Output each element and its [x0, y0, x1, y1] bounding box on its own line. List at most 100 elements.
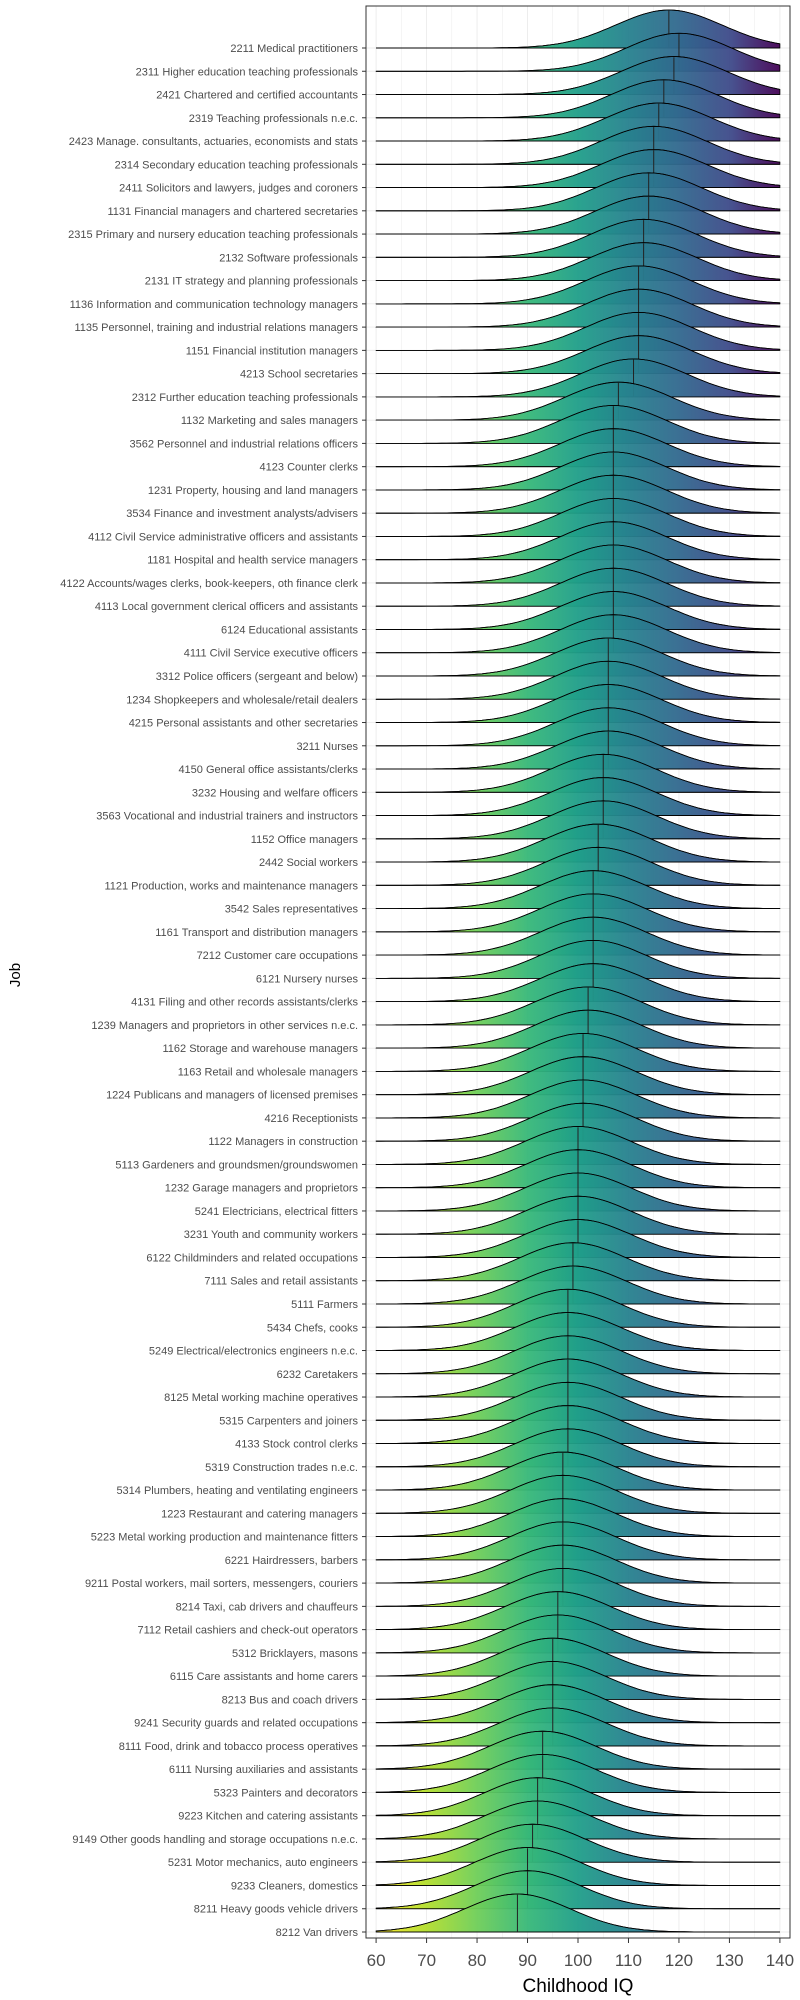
y-tick-label: 5223 Metal working production and mainte…: [91, 1532, 359, 1544]
y-tick-label: 8211 Heavy goods vehicle drivers: [194, 1904, 359, 1916]
ridge-outline: [376, 1265, 780, 1305]
y-tick-label: 4111 Civil Service executive officers: [184, 648, 359, 660]
y-tick-label: 1163 Retail and wholesale managers: [178, 1066, 359, 1078]
y-tick-label: 1135 Personnel, training and industrial …: [74, 322, 358, 334]
y-tick-label: 9241 Security guards and related occupat…: [134, 1718, 358, 1730]
y-tick-label: 7212 Customer care occupations: [197, 950, 359, 962]
ridge-outline: [376, 1242, 780, 1282]
ridge-outline: [376, 1567, 780, 1607]
y-tick-label: 1162 Storage and warehouse managers: [163, 1043, 359, 1055]
ridge-outline: [376, 1102, 780, 1142]
y-tick-label: 4112 Civil Service administrative office…: [88, 531, 358, 543]
y-tick-label: 2421 Chartered and certified accountants: [156, 90, 358, 102]
ridge-outline: [376, 1451, 780, 1491]
y-tick-label: 8111 Food, drink and tobacco process ope…: [119, 1741, 359, 1753]
y-tick-label: 4215 Personal assistants and other secre…: [129, 718, 359, 730]
ridge-outline: [376, 916, 780, 956]
ridge-outline: [376, 1009, 780, 1049]
y-tick-label: 2442 Social workers: [259, 857, 359, 869]
ridge-outline: [376, 1405, 780, 1444]
ridge-outline: [376, 1591, 780, 1630]
ridge-outline: [376, 1521, 780, 1561]
x-tick-label: 140: [766, 1951, 794, 1970]
ridge-outline: [376, 1498, 780, 1537]
x-tick-label: 60: [367, 1951, 386, 1970]
ridge-outline: [376, 939, 780, 979]
y-tick-label: 1239 Managers and proprietors in other s…: [91, 1020, 358, 1032]
y-tick-label: 2315 Primary and nursery education teach…: [68, 229, 358, 241]
y-tick-label: 9223 Kitchen and catering assistants: [178, 1811, 358, 1823]
y-tick-label: 1136 Information and communication techn…: [70, 299, 359, 311]
y-tick-label: 8212 Van drivers: [276, 1927, 359, 1939]
y-tick-label: 1132 Marketing and sales managers: [181, 415, 359, 427]
y-tick-label: 1121 Production, works and maintenance m…: [104, 880, 358, 892]
ridge-outline: [376, 823, 780, 863]
y-tick-label: 1122 Managers in construction: [208, 1136, 358, 1148]
y-tick-label: 5249 Electrical/electronics engineers n.…: [149, 1346, 358, 1358]
ridge-outline: [376, 1149, 780, 1189]
ridge-outline: [376, 1428, 780, 1468]
y-tick-label: 3563 Vocational and industrial trainers …: [96, 811, 358, 823]
ridge-outline: [376, 1172, 780, 1212]
y-tick-label: 5315 Carpenters and joiners: [219, 1415, 358, 1427]
y-tick-label: 9233 Cleaners, domestics: [231, 1880, 359, 1892]
y-tick-label: 6122 Childminders and related occupation…: [146, 1252, 358, 1264]
y-tick-label: 8125 Metal working machine operatives: [164, 1392, 358, 1404]
y-tick-label: 4113 Local government clerical officers …: [95, 601, 359, 613]
y-tick-label: 3534 Finance and investment analysts/adv…: [126, 508, 358, 520]
ridge-outline: [376, 963, 780, 1002]
y-tick-label: 4131 Filing and other records assistants…: [131, 997, 358, 1009]
y-tick-label: 4213 School secretaries: [240, 369, 359, 381]
y-tick-label: 8214 Taxi, cab drivers and chauffeurs: [176, 1601, 359, 1613]
x-tick-label: 120: [665, 1951, 693, 1970]
ridge-outline: [376, 893, 780, 933]
y-tick-label: 1161 Transport and distribution managers: [155, 927, 358, 939]
y-tick-label: 2411 Solicitors and lawyers, judges and …: [119, 183, 358, 195]
x-tick-label: 70: [417, 1951, 436, 1970]
ridge-outline: [376, 1544, 780, 1584]
y-tick-label: 1152 Office managers: [251, 834, 359, 846]
x-tick-label: 80: [468, 1951, 487, 1970]
ridge-outline: [376, 1312, 780, 1351]
y-tick-label: 3312 Police officers (sergeant and below…: [156, 671, 358, 683]
ridge-outline: [376, 1195, 780, 1235]
y-tick-label: 6115 Care assistants and home carers: [170, 1671, 359, 1683]
y-tick-label: 6221 Hairdressers, barbers: [225, 1555, 359, 1567]
y-tick-label: 5323 Painters and decorators: [214, 1787, 359, 1799]
y-tick-label: 6121 Nursery nurses: [256, 973, 359, 985]
y-tick-label: 4122 Accounts/wages clerks, book-keepers…: [60, 578, 358, 590]
x-tick-label: 100: [564, 1951, 592, 1970]
y-tick-label: 4133 Stock control clerks: [235, 1439, 358, 1451]
ridge-outline: [376, 1056, 780, 1095]
ridge-outline: [376, 1381, 780, 1421]
ridge-outline: [376, 1335, 780, 1375]
y-tick-label: 6111 Nursing auxiliaries and assistants: [169, 1764, 359, 1776]
y-tick-label: 5113 Gardeners and groundsmen/groundswom…: [115, 1159, 358, 1171]
ridges: [374, 9, 781, 1933]
y-tick-label: 5434 Chefs, cooks: [267, 1322, 359, 1334]
ridge-outline: [376, 1358, 780, 1398]
y-tick-label: 4123 Counter clerks: [260, 462, 359, 474]
y-tick-label: 2423 Manage. consultants, actuaries, eco…: [69, 136, 359, 148]
x-axis-title: Childhood IQ: [523, 1976, 634, 1997]
x-tick-label: 90: [518, 1951, 537, 1970]
y-tick-label: 1131 Financial managers and chartered se…: [108, 206, 359, 218]
y-tick-label: 2132 Software professionals: [219, 252, 358, 264]
y-tick-label: 5314 Plumbers, heating and ventilating e…: [116, 1485, 358, 1497]
y-tick-label: 2319 Teaching professionals n.e.c.: [189, 113, 358, 125]
ridge-outline: [376, 800, 780, 840]
ridge-outline: [376, 1032, 780, 1072]
y-tick-label: 1234 Shopkeepers and wholesale/retail de…: [126, 694, 358, 706]
ridge-outline: [376, 1219, 780, 1258]
x-tick-label: 110: [615, 1951, 642, 1970]
y-axis-title: Job: [7, 963, 24, 987]
x-axis-ticks: [375, 1938, 781, 1943]
y-tick-label: 4216 Receptionists: [264, 1113, 358, 1125]
ridge-outline: [376, 1125, 780, 1165]
ridge-outline: [376, 1474, 780, 1514]
y-tick-label: 8213 Bus and coach drivers: [222, 1694, 359, 1706]
y-tick-label: 6232 Caretakers: [277, 1369, 359, 1381]
x-axis-labels: 60 70 80 90 100 110 120 130 140: [367, 1951, 794, 1970]
y-axis-ticks: [362, 47, 366, 1933]
y-tick-label: 3542 Sales representatives: [225, 904, 359, 916]
